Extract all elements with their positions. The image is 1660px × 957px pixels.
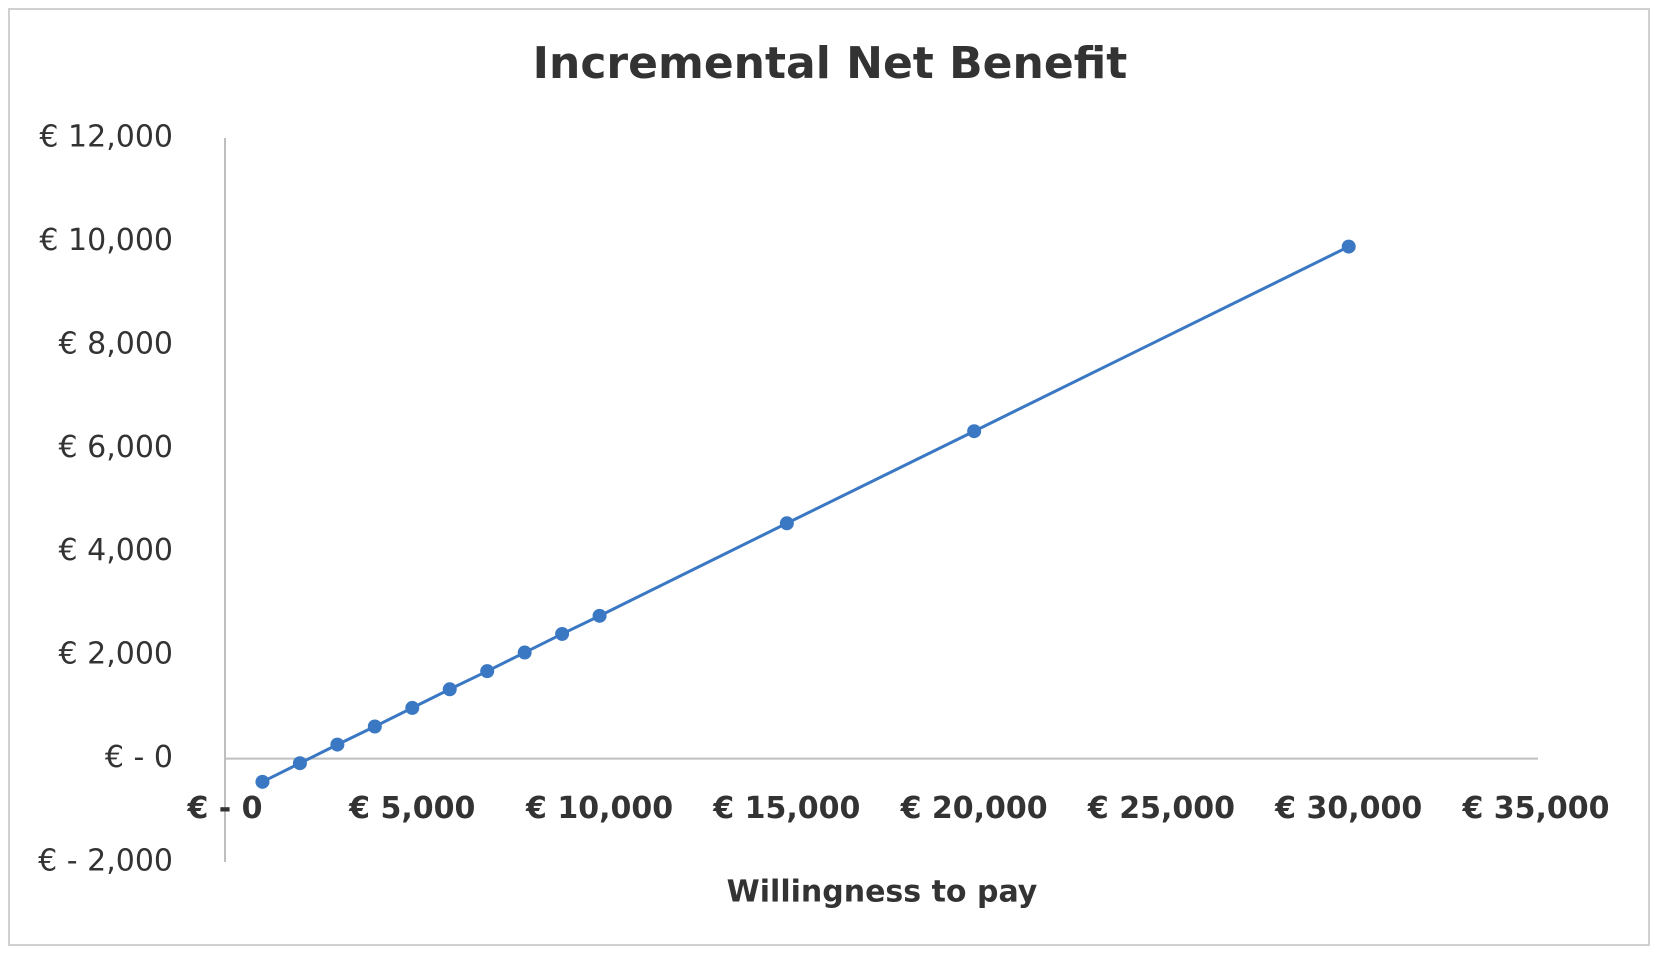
y-tick-label: € 6,000 [58,430,173,465]
y-tick-label: € 4,000 [58,533,173,568]
data-point [330,737,345,752]
data-point [367,719,382,734]
data-point [517,645,532,660]
data-point [779,516,794,531]
x-tick-label: € - 0 [186,791,262,826]
data-point [255,774,270,789]
data-point [967,424,982,439]
data-point [292,756,307,771]
data-point [1341,239,1356,254]
y-tick-label: € - 0 [105,740,173,775]
data-point [480,664,495,679]
x-tick-label: € 5,000 [348,791,475,826]
x-tick-label: € 10,000 [525,791,673,826]
y-tick-label: € 10,000 [39,223,173,258]
y-tick-label: € - 2,000 [38,844,173,879]
data-point [405,700,420,715]
y-tick-label: € 2,000 [58,637,173,672]
chart-title: Incremental Net Benefit [533,38,1128,89]
data-point [555,626,570,641]
data-point [442,682,457,697]
x-tick-label: € 35,000 [1461,791,1609,826]
y-tick-label: € 8,000 [58,326,173,361]
x-tick-label: € 30,000 [1274,791,1422,826]
chart-frame [8,8,1650,946]
data-point [592,608,607,623]
x-tick-label: € 25,000 [1087,791,1235,826]
x-tick-label: € 20,000 [900,791,1048,826]
x-axis-label: Willingness to pay [727,875,1038,910]
y-tick-label: € 12,000 [39,120,173,155]
x-tick-label: € 15,000 [712,791,860,826]
